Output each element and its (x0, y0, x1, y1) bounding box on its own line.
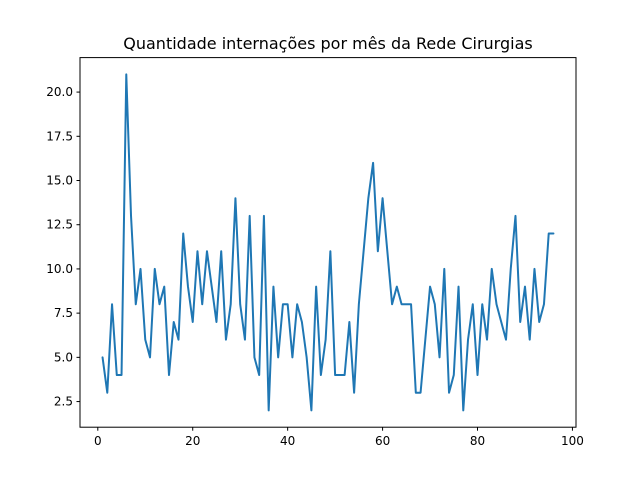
y-tick-label: 10.0 (46, 262, 73, 276)
x-axis: 0 20 40 60 80 100 (94, 427, 584, 448)
x-tick-label: 80 (470, 434, 485, 448)
axes-frame (79, 57, 577, 428)
series-line-0 (101, 73, 555, 412)
y-tick-label: 2.5 (54, 395, 73, 409)
y-tick-label: 7.5 (54, 306, 73, 320)
x-tick-label: 60 (375, 434, 390, 448)
y-tick-label: 5.0 (54, 350, 73, 364)
y-tick-label: 12.5 (46, 218, 73, 232)
y-axis: 2.5 5.0 7.5 10.0 12.5 15.0 17.5 20.0 (46, 85, 80, 409)
chart-title: Quantidade internações por mês da Rede C… (123, 34, 532, 53)
y-tick-label: 17.5 (46, 129, 73, 143)
x-tick-label: 0 (94, 434, 102, 448)
x-tick-label: 40 (280, 434, 295, 448)
plot-area (101, 73, 555, 412)
x-tick-label: 100 (561, 434, 584, 448)
x-tick-label: 20 (185, 434, 200, 448)
y-tick-label: 20.0 (46, 85, 73, 99)
y-tick-label: 15.0 (46, 174, 73, 188)
